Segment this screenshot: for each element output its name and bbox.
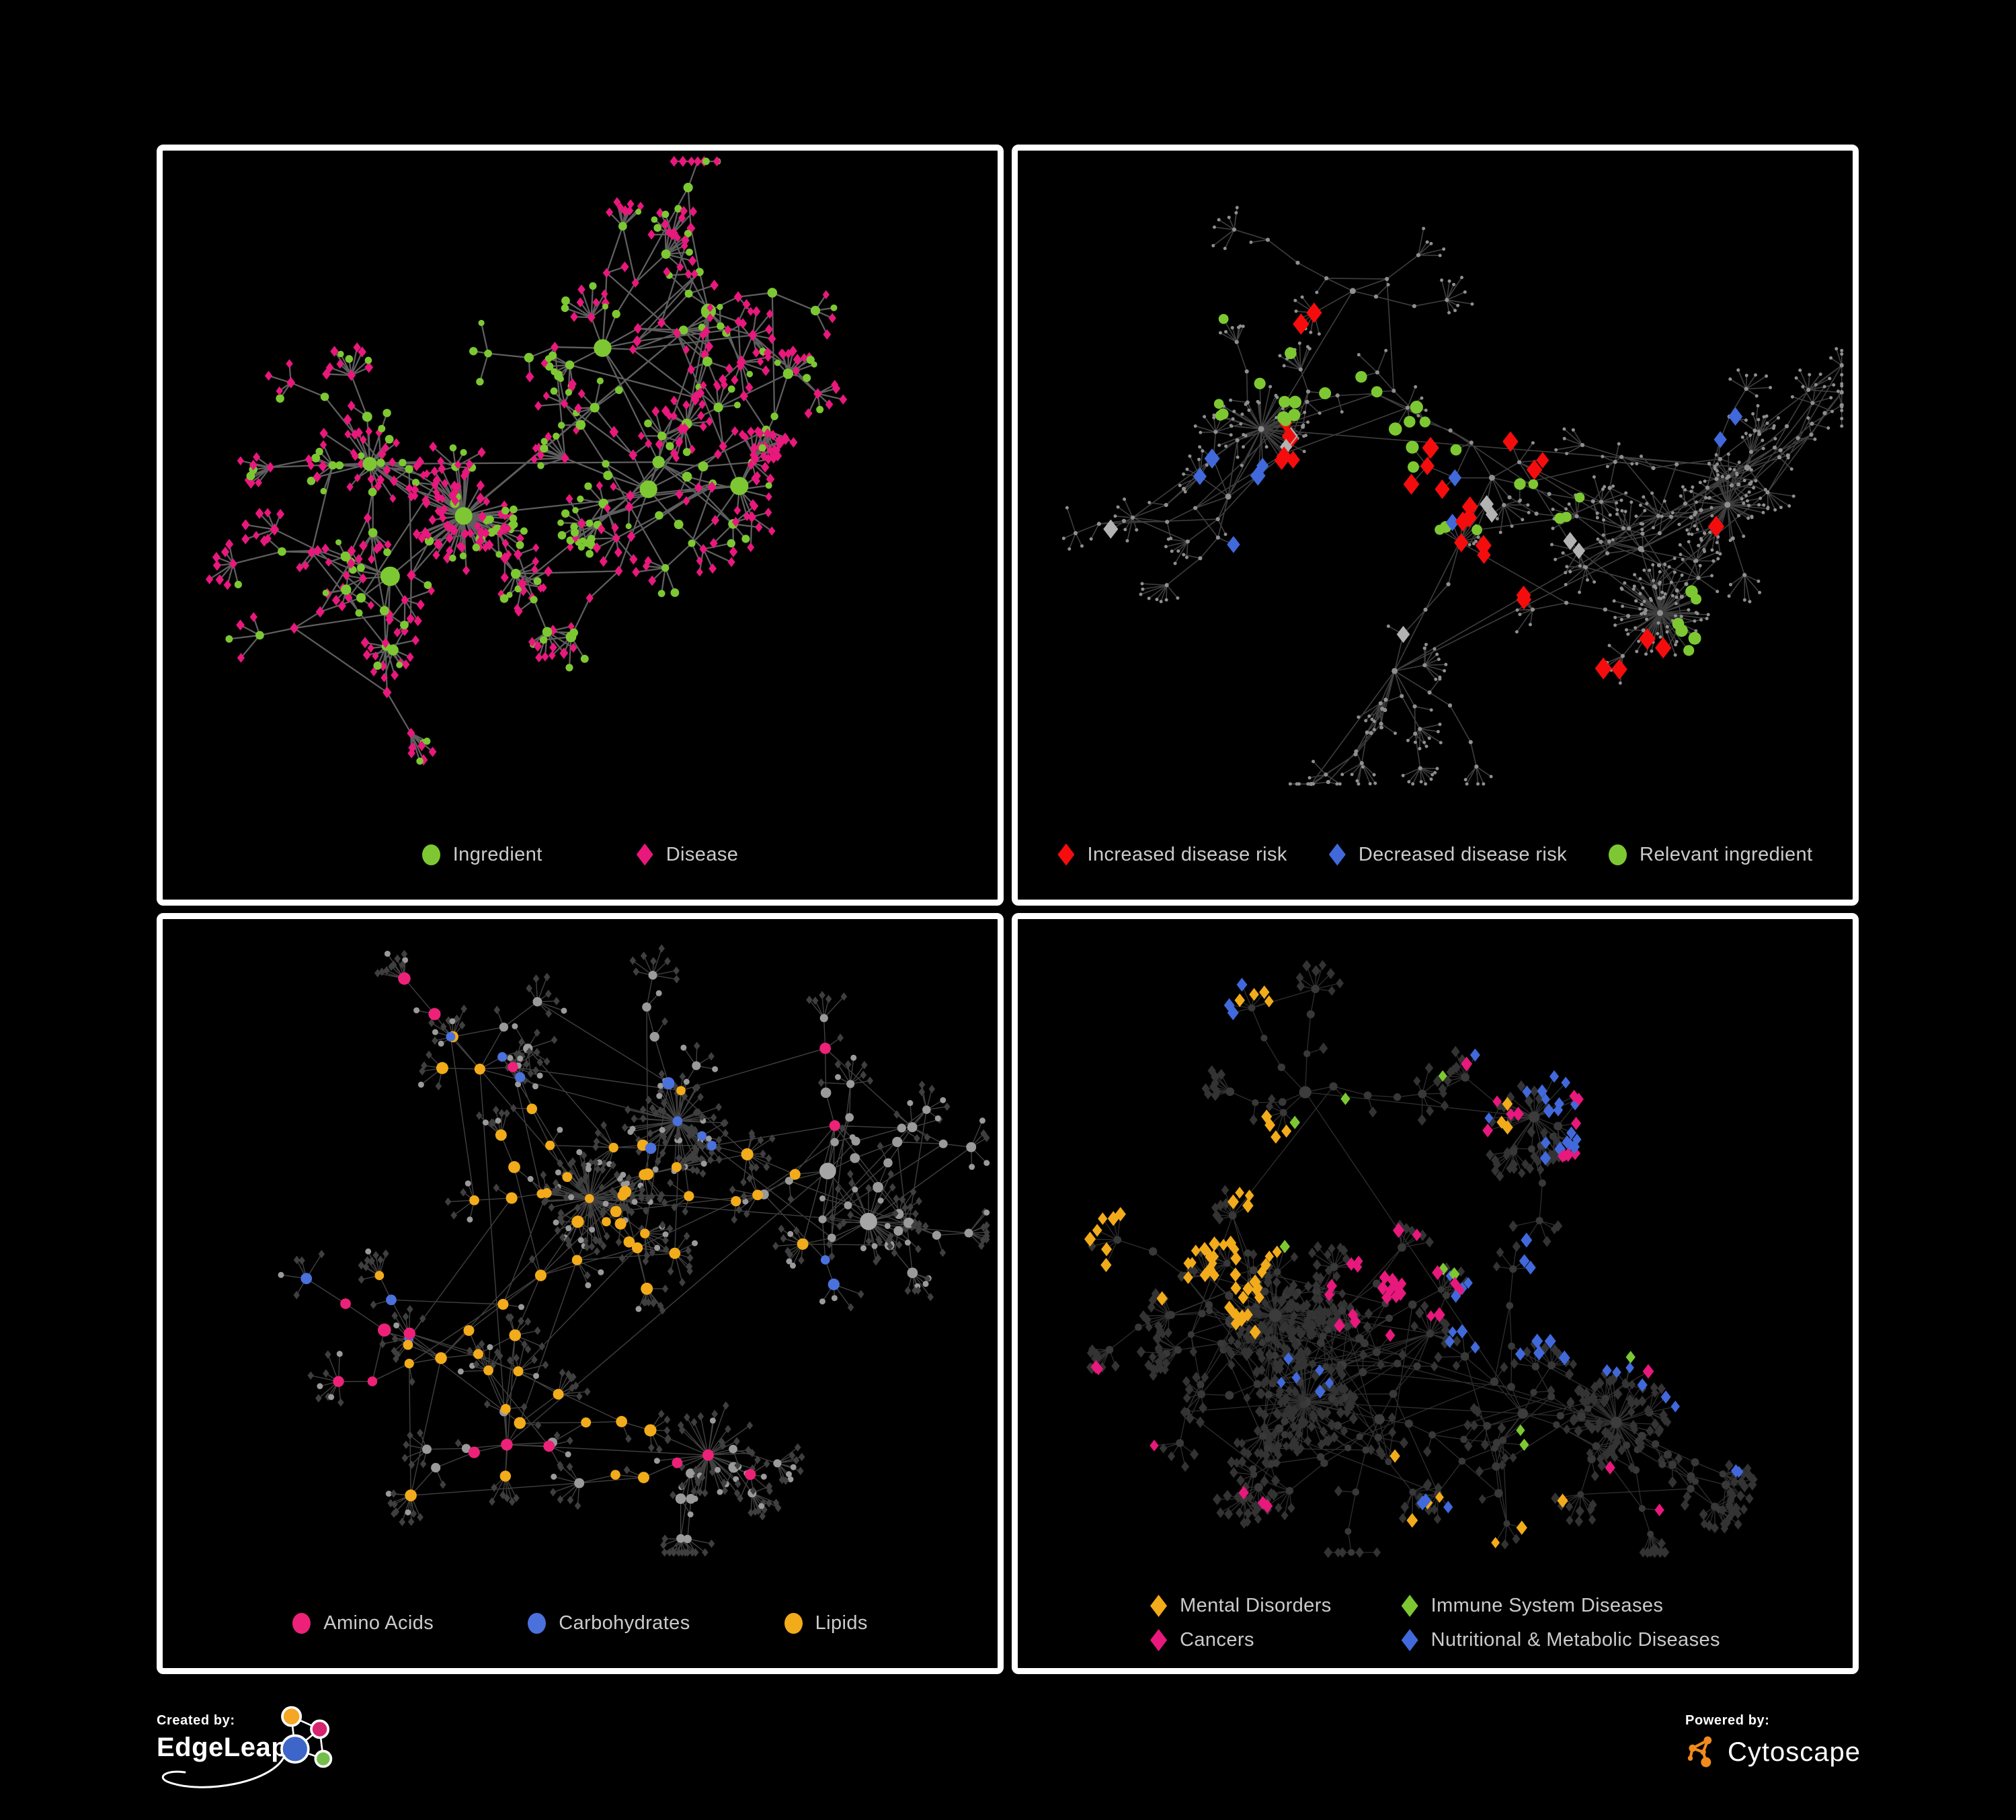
edgeleap-branding: Created by: EdgeLeap xyxy=(157,1706,479,1814)
nutrient-classes-network xyxy=(278,944,990,1557)
panel-ingredient-disease: Ingredient Disease xyxy=(157,145,1004,906)
edgeleap-wordmark: EdgeLeap xyxy=(157,1733,288,1762)
legend-item-decreased-risk: Decreased disease risk xyxy=(1328,843,1568,866)
legend-label: Carbohydrates xyxy=(559,1612,690,1634)
legend-item-ingredient: Ingredient xyxy=(421,843,542,866)
ingredient-swatch xyxy=(421,844,440,865)
legend-label: Lipids xyxy=(815,1612,868,1634)
relevant-ingredient-swatch xyxy=(1609,844,1627,865)
nutritional-metabolic-diseases-swatch xyxy=(1401,1629,1418,1651)
legend-nutrient-classes: Amino Acids Carbohydrates Lipids xyxy=(163,1563,998,1668)
legend-item-nutritional-metabolic-diseases: Nutritional & Metabolic Diseases xyxy=(1401,1629,1720,1651)
panel-disease-risk: Increased disease risk Decreased disease… xyxy=(1012,145,1859,906)
legend-item-cancers: Cancers xyxy=(1150,1629,1332,1651)
disease-risk-network xyxy=(1061,206,1844,787)
legend-item-carbohydrates: Carbohydrates xyxy=(528,1612,690,1634)
legend-label: Decreased disease risk xyxy=(1358,843,1568,865)
panel-nutrient-classes: Amino Acids Carbohydrates Lipids xyxy=(157,913,1004,1674)
cancers-swatch xyxy=(1150,1629,1168,1651)
cytoscape-logo-icon xyxy=(1687,1736,1712,1768)
legend-label: Immune System Diseases xyxy=(1430,1595,1664,1616)
cytoscape-branding: Powered by: Cytoscape xyxy=(1685,1713,1861,1772)
cytoscape-wordmark: Cytoscape xyxy=(1728,1737,1861,1767)
legend-item-amino-acids: Amino Acids xyxy=(292,1612,434,1634)
legend-label: Ingredient xyxy=(452,843,542,865)
legend-item-increased-risk: Increased disease risk xyxy=(1057,843,1287,866)
legend-label: Relevant ingredient xyxy=(1640,843,1813,865)
carbohydrates-swatch xyxy=(528,1612,547,1634)
increased-risk-swatch xyxy=(1057,843,1075,866)
decreased-risk-swatch xyxy=(1328,843,1346,866)
legend-item-mental-disorders: Mental Disorders xyxy=(1150,1595,1332,1617)
ingredient-disease-network xyxy=(205,155,848,766)
legend-ingredient-disease: Ingredient Disease xyxy=(163,795,998,900)
legend-item-lipids: Lipids xyxy=(784,1612,868,1634)
panel-disease-classes: Mental Disorders Immune System Diseases … xyxy=(1012,913,1859,1674)
legend-label: Disease xyxy=(666,843,739,865)
edgeleap-logo-icon xyxy=(280,1706,333,1768)
legend-disease-risk: Increased disease risk Decreased disease… xyxy=(1018,795,1853,900)
created-by-label: Created by: xyxy=(157,1713,235,1728)
legend-label: Increased disease risk xyxy=(1087,843,1287,865)
legend-label: Mental Disorders xyxy=(1180,1595,1332,1616)
legend-label: Nutritional & Metabolic Diseases xyxy=(1430,1629,1720,1651)
lipids-swatch xyxy=(784,1612,803,1634)
immune-system-diseases-swatch xyxy=(1401,1595,1418,1617)
disease-swatch xyxy=(636,843,653,866)
legend-label: Cancers xyxy=(1180,1629,1254,1651)
edgeleap-swoosh-icon xyxy=(161,1755,286,1788)
legend-label: Amino Acids xyxy=(323,1612,434,1634)
disease-classes-network xyxy=(1084,959,1758,1558)
legend-item-immune-system-diseases: Immune System Diseases xyxy=(1401,1595,1720,1617)
legend-item-relevant-ingredient: Relevant ingredient xyxy=(1609,844,1812,866)
amino-acids-swatch xyxy=(292,1612,311,1634)
powered-by-label: Powered by: xyxy=(1685,1713,1770,1728)
legend-disease-classes: Mental Disorders Immune System Diseases … xyxy=(1018,1563,1853,1668)
mental-disorders-swatch xyxy=(1150,1595,1168,1617)
legend-item-disease: Disease xyxy=(636,843,739,866)
